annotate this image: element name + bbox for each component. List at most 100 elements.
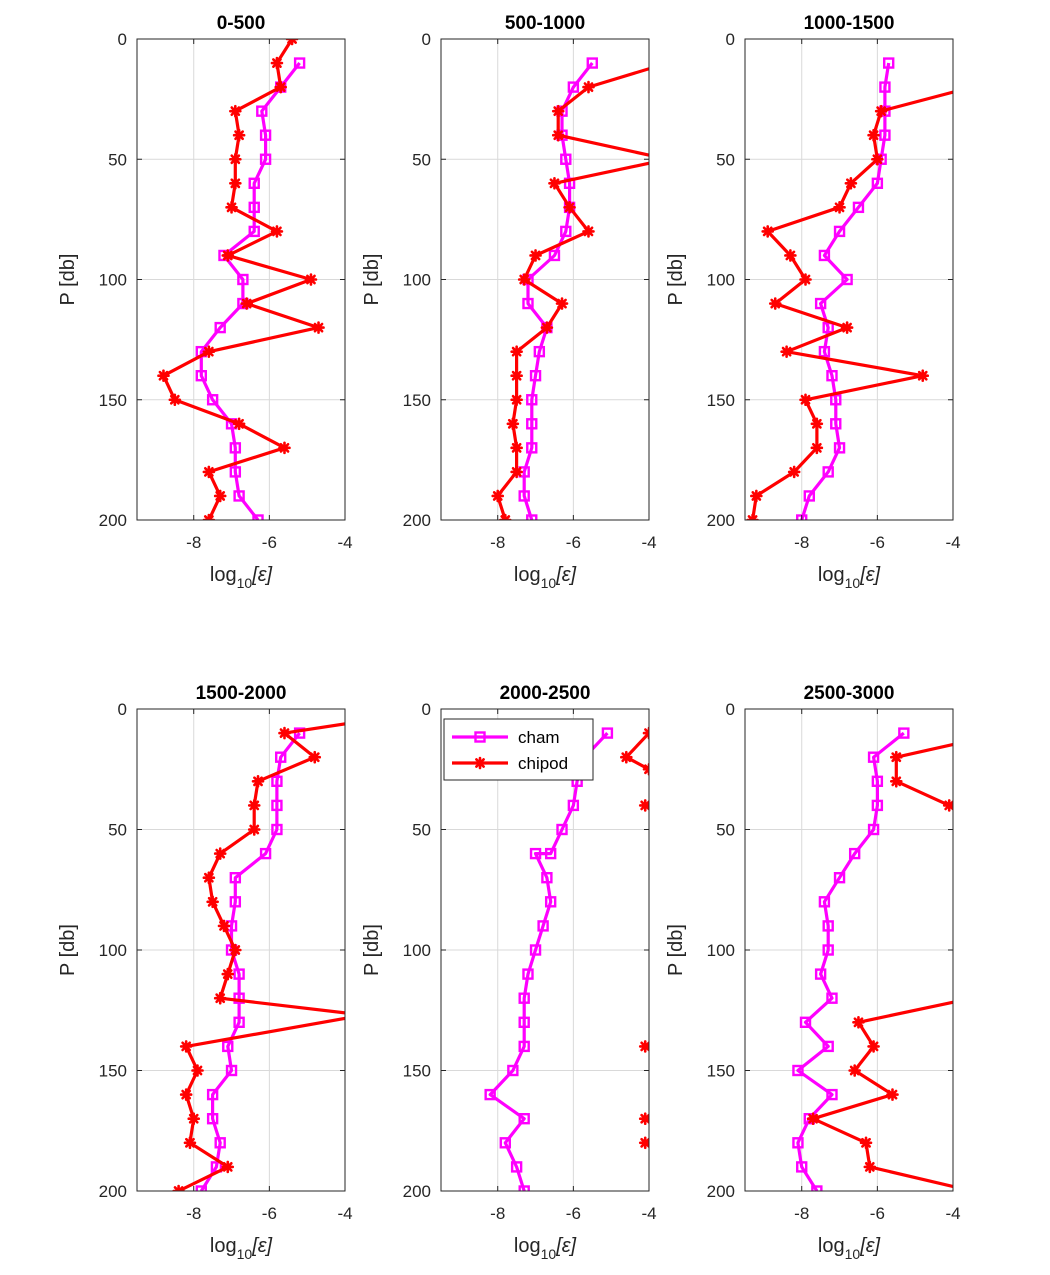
cham-point-10 [814,968,827,980]
x-axis-label: log10[ε] [210,564,273,591]
cham-point-9 [237,273,249,286]
cham-point-13 [222,1040,234,1053]
cham-point-1 [879,81,891,93]
cham-point-9 [841,273,853,286]
chipod-point-5 [548,177,561,190]
ticks: -8 -6 -4 0 50 100 150 200 [707,700,961,1223]
chipod-point-17 [510,465,523,479]
cham-point-8 [544,896,557,908]
cham-point-9 [537,920,549,932]
y-tick-label-4: 200 [99,1182,127,1201]
cham-point-7 [541,872,553,884]
y-tick-label-4: 200 [99,511,127,530]
chipod-point-6 [663,800,673,810]
cham-point-4 [259,153,272,165]
chipod-point-16 [179,1088,193,1101]
y-tick-label-1: 50 [716,150,735,169]
ticks: -8 -6 -4 0 50 100 150 200 [99,30,353,552]
chipod-point-18 [491,489,505,503]
cham-point-12 [518,992,530,1004]
cham-point-11 [214,321,226,334]
cham-point-17 [792,1137,804,1149]
x-tick-label-1: -6 [262,533,277,552]
series-cham [796,57,895,520]
y-tick-label-1: 50 [108,821,127,840]
x-axis-label-sub: 10 [845,575,861,591]
x-tick-label-0: -8 [490,533,505,552]
chipod-point-10 [304,273,318,286]
chipod-point-3 [551,128,565,142]
y-tick-label-0: 0 [118,30,127,49]
y-axis-label: P [db] [361,924,383,976]
chipod-point-2 [889,775,903,788]
cham-point-17 [518,1112,530,1125]
chipod-point-15 [810,441,824,455]
chipod-point-0 [663,58,673,68]
y-tick-label-4: 200 [707,1182,735,1201]
x-tick-label-0: -8 [794,1204,809,1223]
cham-point-4 [867,823,880,836]
cham-point-8 [818,249,831,262]
x-axis-label: log10[ε] [514,564,577,591]
series-chipod [806,742,977,1189]
cham-point-11 [822,321,834,334]
cham-point-15 [830,418,842,430]
cham-point-14 [225,1064,238,1077]
panel-title: 2000-2500 [500,683,591,704]
cham-point-5 [259,847,272,860]
y-tick-label-3: 150 [403,391,431,410]
chipod-point-14 [510,393,523,407]
chipod-point-9 [768,297,782,310]
chipod-point-2 [867,128,880,142]
panel-title: 1000-1500 [804,13,895,34]
cham-point-16 [229,442,242,454]
y-tick-label-3: 150 [707,1062,735,1081]
cham-point-16 [484,1088,496,1101]
chipod-point-4 [967,993,977,1003]
cham-point-17 [822,466,834,478]
panel-6: -8 -6 -4 0 50 100 150 200 2500-3000 log10[ε] P [db… [665,683,977,1262]
panel-title: 0-500 [217,13,266,34]
y-tick-label-1: 50 [412,150,431,169]
ticks: -8 -6 -4 0 50 100 150 200 [403,30,657,552]
cham-point-1 [867,751,880,763]
y-axis-label: P [db] [57,924,79,976]
chipod-point-14 [810,417,824,431]
chipod-point-14 [157,369,170,382]
panel-1: -8 -6 -4 0 50 100 150 200 0-500 log10[ε] P [db] [57,13,353,591]
cham-point-12 [799,1016,812,1028]
y-tick-label-2: 100 [99,941,127,960]
cham-point-3 [271,799,283,812]
panel-2: -8 -6 -4 0 50 100 150 200 500-1000 log10[ε] P [db] [361,13,673,591]
x-tick-label-2: -4 [945,1204,960,1223]
chipod-point-17 [278,441,291,455]
y-tick-label-4: 200 [403,511,431,530]
chipod-point-9 [638,1112,649,1125]
x-axis-label-main: log [818,564,845,586]
cham-point-20 [518,1185,530,1191]
x-tick-label-1: -6 [566,533,581,552]
cham-point-18 [499,1137,511,1149]
series-cham [484,727,614,1191]
chipod-point-16 [510,441,523,455]
cham-point-15 [206,1088,219,1101]
x-tick-label-2: -4 [945,533,960,552]
cham-point-10 [814,297,827,310]
chipod-point-12 [312,321,325,334]
cham-point-2 [871,775,884,787]
y-axis-label: P [db] [57,254,79,306]
chipod-point-3 [871,152,884,166]
cham-point-6 [833,872,846,884]
chipod-point-11 [638,1136,649,1150]
chipod-point-13 [510,369,523,382]
y-tick-label-2: 100 [403,941,431,960]
ticks: -8 -6 -4 0 50 100 150 200 [707,30,961,552]
chipod-point-7 [225,201,238,214]
chipod-point-17 [187,1112,201,1125]
cham-point-13 [826,370,838,382]
cham-point-15 [826,1088,838,1101]
chipod-point-10 [859,1136,873,1150]
x-tick-label-0: -8 [490,1204,505,1223]
chipod-point-15 [506,417,520,431]
y-tick-label-1: 50 [412,821,431,840]
